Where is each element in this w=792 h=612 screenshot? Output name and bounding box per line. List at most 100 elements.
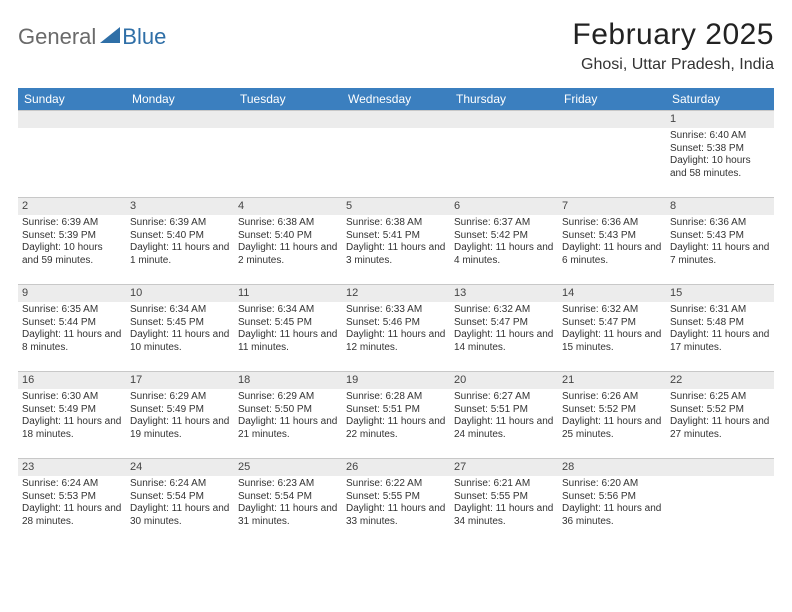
day-cell: 18Sunrise: 6:29 AMSunset: 5:50 PMDayligh…	[234, 372, 342, 458]
day-number: 11	[234, 285, 342, 302]
sunrise-line: Sunrise: 6:22 AM	[346, 478, 446, 491]
day-cell: 8Sunrise: 6:36 AMSunset: 5:43 PMDaylight…	[666, 198, 774, 284]
day-cell	[666, 459, 774, 545]
day-number: 15	[666, 285, 774, 302]
day-cell: 7Sunrise: 6:36 AMSunset: 5:43 PMDaylight…	[558, 198, 666, 284]
daylight-line: Daylight: 11 hours and 22 minutes.	[346, 416, 446, 441]
sunset-line: Sunset: 5:54 PM	[130, 491, 230, 504]
logo-text-general: General	[18, 24, 96, 50]
day-number	[342, 111, 450, 128]
sunrise-line: Sunrise: 6:34 AM	[238, 304, 338, 317]
day-cell: 14Sunrise: 6:32 AMSunset: 5:47 PMDayligh…	[558, 285, 666, 371]
day-cell: 27Sunrise: 6:21 AMSunset: 5:55 PMDayligh…	[450, 459, 558, 545]
day-number: 22	[666, 372, 774, 389]
daylight-line: Daylight: 11 hours and 7 minutes.	[670, 242, 770, 267]
day-body: Sunrise: 6:36 AMSunset: 5:43 PMDaylight:…	[558, 215, 666, 271]
day-body: Sunrise: 6:34 AMSunset: 5:45 PMDaylight:…	[234, 302, 342, 358]
sunset-line: Sunset: 5:40 PM	[238, 230, 338, 243]
sunset-line: Sunset: 5:51 PM	[346, 404, 446, 417]
daylight-line: Daylight: 11 hours and 1 minute.	[130, 242, 230, 267]
daylight-line: Daylight: 11 hours and 10 minutes.	[130, 329, 230, 354]
sunset-line: Sunset: 5:44 PM	[22, 317, 122, 330]
day-body: Sunrise: 6:32 AMSunset: 5:47 PMDaylight:…	[450, 302, 558, 358]
sunset-line: Sunset: 5:54 PM	[238, 491, 338, 504]
sunrise-line: Sunrise: 6:29 AM	[238, 391, 338, 404]
sunrise-line: Sunrise: 6:37 AM	[454, 217, 554, 230]
daylight-line: Daylight: 11 hours and 28 minutes.	[22, 503, 122, 528]
day-body	[234, 128, 342, 134]
week-row: 16Sunrise: 6:30 AMSunset: 5:49 PMDayligh…	[18, 371, 774, 458]
day-body	[666, 476, 774, 482]
sunset-line: Sunset: 5:40 PM	[130, 230, 230, 243]
day-number	[558, 111, 666, 128]
sunset-line: Sunset: 5:48 PM	[670, 317, 770, 330]
day-cell: 15Sunrise: 6:31 AMSunset: 5:48 PMDayligh…	[666, 285, 774, 371]
day-body: Sunrise: 6:39 AMSunset: 5:39 PMDaylight:…	[18, 215, 126, 271]
day-body: Sunrise: 6:24 AMSunset: 5:53 PMDaylight:…	[18, 476, 126, 532]
day-body: Sunrise: 6:40 AMSunset: 5:38 PMDaylight:…	[666, 128, 774, 184]
header: General Blue February 2025 Ghosi, Uttar …	[18, 18, 774, 74]
sunrise-line: Sunrise: 6:40 AM	[670, 130, 770, 143]
day-cell: 11Sunrise: 6:34 AMSunset: 5:45 PMDayligh…	[234, 285, 342, 371]
day-cell	[558, 111, 666, 197]
day-cell	[126, 111, 234, 197]
day-body: Sunrise: 6:25 AMSunset: 5:52 PMDaylight:…	[666, 389, 774, 445]
weeks-container: 1Sunrise: 6:40 AMSunset: 5:38 PMDaylight…	[18, 110, 774, 545]
triangle-icon	[100, 27, 120, 48]
daylight-line: Daylight: 11 hours and 14 minutes.	[454, 329, 554, 354]
location: Ghosi, Uttar Pradesh, India	[572, 56, 774, 74]
day-body: Sunrise: 6:37 AMSunset: 5:42 PMDaylight:…	[450, 215, 558, 271]
day-body: Sunrise: 6:39 AMSunset: 5:40 PMDaylight:…	[126, 215, 234, 271]
daylight-line: Daylight: 11 hours and 15 minutes.	[562, 329, 662, 354]
day-cell: 16Sunrise: 6:30 AMSunset: 5:49 PMDayligh…	[18, 372, 126, 458]
day-number: 8	[666, 198, 774, 215]
day-cell: 17Sunrise: 6:29 AMSunset: 5:49 PMDayligh…	[126, 372, 234, 458]
day-number: 6	[450, 198, 558, 215]
sunrise-line: Sunrise: 6:39 AM	[130, 217, 230, 230]
daylight-line: Daylight: 11 hours and 17 minutes.	[670, 329, 770, 354]
day-cell: 26Sunrise: 6:22 AMSunset: 5:55 PMDayligh…	[342, 459, 450, 545]
day-cell: 23Sunrise: 6:24 AMSunset: 5:53 PMDayligh…	[18, 459, 126, 545]
day-header-monday: Monday	[126, 88, 234, 110]
day-number: 2	[18, 198, 126, 215]
sunrise-line: Sunrise: 6:29 AM	[130, 391, 230, 404]
daylight-line: Daylight: 11 hours and 25 minutes.	[562, 416, 662, 441]
day-header-wednesday: Wednesday	[342, 88, 450, 110]
day-body: Sunrise: 6:28 AMSunset: 5:51 PMDaylight:…	[342, 389, 450, 445]
day-cell: 24Sunrise: 6:24 AMSunset: 5:54 PMDayligh…	[126, 459, 234, 545]
day-cell: 13Sunrise: 6:32 AMSunset: 5:47 PMDayligh…	[450, 285, 558, 371]
sunrise-line: Sunrise: 6:25 AM	[670, 391, 770, 404]
day-body	[342, 128, 450, 134]
daylight-line: Daylight: 11 hours and 34 minutes.	[454, 503, 554, 528]
day-cell: 22Sunrise: 6:25 AMSunset: 5:52 PMDayligh…	[666, 372, 774, 458]
week-row: 23Sunrise: 6:24 AMSunset: 5:53 PMDayligh…	[18, 458, 774, 545]
day-number: 3	[126, 198, 234, 215]
day-header-row: Sunday Monday Tuesday Wednesday Thursday…	[18, 88, 774, 110]
sunrise-line: Sunrise: 6:20 AM	[562, 478, 662, 491]
title-block: February 2025 Ghosi, Uttar Pradesh, Indi…	[572, 18, 774, 74]
day-body: Sunrise: 6:38 AMSunset: 5:41 PMDaylight:…	[342, 215, 450, 271]
daylight-line: Daylight: 11 hours and 4 minutes.	[454, 242, 554, 267]
day-number	[18, 111, 126, 128]
day-number: 4	[234, 198, 342, 215]
day-header-friday: Friday	[558, 88, 666, 110]
day-cell: 9Sunrise: 6:35 AMSunset: 5:44 PMDaylight…	[18, 285, 126, 371]
day-cell	[18, 111, 126, 197]
sunrise-line: Sunrise: 6:32 AM	[454, 304, 554, 317]
sunset-line: Sunset: 5:55 PM	[346, 491, 446, 504]
day-number: 1	[666, 111, 774, 128]
day-number: 14	[558, 285, 666, 302]
sunrise-line: Sunrise: 6:27 AM	[454, 391, 554, 404]
sunset-line: Sunset: 5:47 PM	[562, 317, 662, 330]
daylight-line: Daylight: 11 hours and 31 minutes.	[238, 503, 338, 528]
logo: General Blue	[18, 18, 166, 50]
day-number: 27	[450, 459, 558, 476]
calendar: Sunday Monday Tuesday Wednesday Thursday…	[18, 88, 774, 545]
day-body: Sunrise: 6:32 AMSunset: 5:47 PMDaylight:…	[558, 302, 666, 358]
day-body: Sunrise: 6:33 AMSunset: 5:46 PMDaylight:…	[342, 302, 450, 358]
day-cell	[450, 111, 558, 197]
sunset-line: Sunset: 5:47 PM	[454, 317, 554, 330]
day-cell: 25Sunrise: 6:23 AMSunset: 5:54 PMDayligh…	[234, 459, 342, 545]
daylight-line: Daylight: 11 hours and 3 minutes.	[346, 242, 446, 267]
day-header-saturday: Saturday	[666, 88, 774, 110]
